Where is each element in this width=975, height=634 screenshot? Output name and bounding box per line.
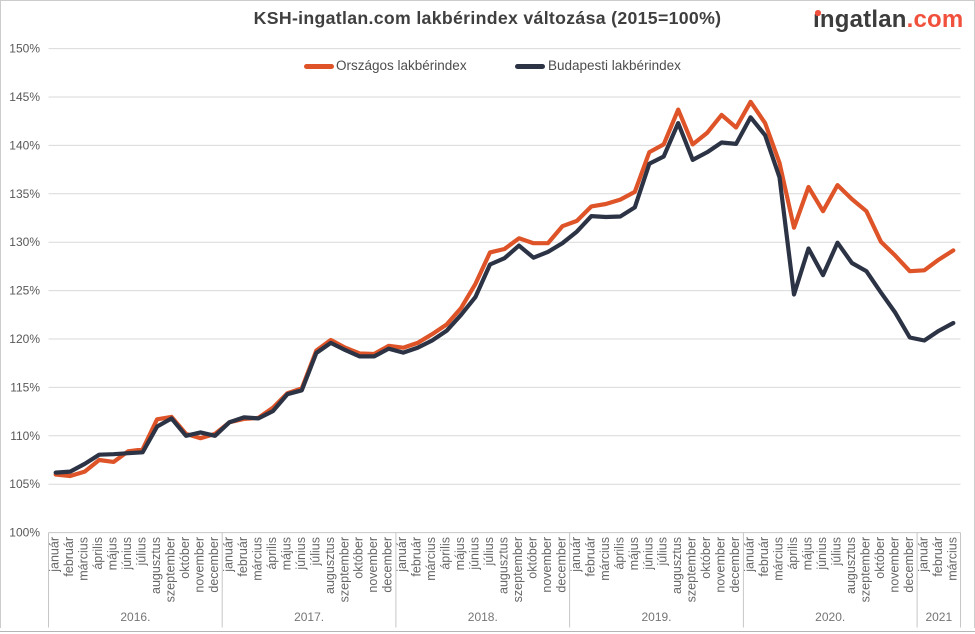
svg-text:október: október <box>352 537 366 579</box>
svg-text:április: április <box>439 537 453 570</box>
svg-text:április: április <box>91 537 105 570</box>
svg-text:szeptember: szeptember <box>511 537 525 602</box>
svg-text:február: február <box>410 537 424 577</box>
svg-text:szeptember: szeptember <box>685 537 699 602</box>
svg-text:2020.: 2020. <box>815 610 845 624</box>
svg-text:2018.: 2018. <box>468 610 498 624</box>
svg-text:105%: 105% <box>9 477 40 491</box>
svg-text:december: december <box>207 537 221 593</box>
svg-text:június: június <box>641 537 655 571</box>
svg-text:október: október <box>873 537 887 579</box>
svg-text:május: május <box>453 537 467 570</box>
svg-text:április: április <box>265 537 279 570</box>
svg-text:május: május <box>106 537 120 570</box>
svg-text:december: december <box>902 537 916 593</box>
svg-text:március: március <box>772 537 786 581</box>
svg-text:november: november <box>540 537 554 593</box>
svg-text:augusztus: augusztus <box>670 537 684 594</box>
svg-text:március: március <box>77 537 91 581</box>
svg-text:június: június <box>815 537 829 571</box>
svg-text:szeptember: szeptember <box>337 537 351 602</box>
svg-text:november: november <box>366 537 380 593</box>
svg-text:február: február <box>931 537 945 577</box>
svg-text:október: október <box>699 537 713 579</box>
svg-text:július: július <box>482 537 496 567</box>
svg-text:145%: 145% <box>9 90 40 104</box>
svg-text:július: július <box>135 537 149 567</box>
svg-text:január: január <box>48 537 62 573</box>
svg-text:január: január <box>569 537 583 573</box>
svg-text:100%: 100% <box>9 526 40 540</box>
svg-text:december: december <box>381 537 395 593</box>
svg-text:március: március <box>945 537 959 581</box>
svg-text:2017.: 2017. <box>294 610 324 624</box>
svg-text:február: február <box>757 537 771 577</box>
svg-text:január: január <box>395 537 409 573</box>
svg-text:január: január <box>222 537 236 573</box>
svg-text:október: október <box>526 537 540 579</box>
svg-text:május: május <box>801 537 815 570</box>
svg-text:november: november <box>887 537 901 593</box>
svg-text:április: április <box>612 537 626 570</box>
svg-text:február: február <box>236 537 250 577</box>
svg-text:február: február <box>583 537 597 577</box>
svg-text:március: március <box>598 537 612 581</box>
svg-text:125%: 125% <box>9 284 40 298</box>
svg-text:135%: 135% <box>9 187 40 201</box>
svg-text:110%: 110% <box>10 429 40 443</box>
svg-text:115%: 115% <box>10 380 40 394</box>
svg-text:augusztus: augusztus <box>844 537 858 594</box>
svg-text:június: június <box>294 537 308 571</box>
svg-text:május: május <box>627 537 641 570</box>
svg-text:november: november <box>193 537 207 593</box>
svg-text:szeptember: szeptember <box>164 537 178 602</box>
svg-text:december: december <box>554 537 568 593</box>
svg-text:120%: 120% <box>9 332 40 346</box>
svg-text:július: július <box>308 537 322 567</box>
svg-text:november: november <box>714 537 728 593</box>
svg-text:június: június <box>468 537 482 571</box>
svg-text:150%: 150% <box>9 42 40 56</box>
svg-text:május: május <box>279 537 293 570</box>
svg-text:január: január <box>743 537 757 573</box>
svg-text:december: december <box>728 537 742 593</box>
svg-text:augusztus: augusztus <box>149 537 163 594</box>
svg-text:március: március <box>250 537 264 581</box>
svg-text:szeptember: szeptember <box>858 537 872 602</box>
svg-text:2021: 2021 <box>925 610 952 624</box>
svg-text:január: január <box>916 537 930 573</box>
svg-text:140%: 140% <box>9 138 40 152</box>
svg-text:augusztus: augusztus <box>497 537 511 594</box>
svg-text:március: március <box>424 537 438 581</box>
svg-text:június: június <box>120 537 134 571</box>
svg-text:július: július <box>656 537 670 567</box>
svg-text:április: április <box>786 537 800 570</box>
svg-text:130%: 130% <box>9 235 40 249</box>
svg-text:augusztus: augusztus <box>323 537 337 594</box>
svg-text:július: július <box>830 537 844 567</box>
svg-text:október: október <box>178 537 192 579</box>
svg-text:2016.: 2016. <box>120 610 150 624</box>
svg-text:2019.: 2019. <box>641 610 671 624</box>
svg-text:február: február <box>62 537 76 577</box>
